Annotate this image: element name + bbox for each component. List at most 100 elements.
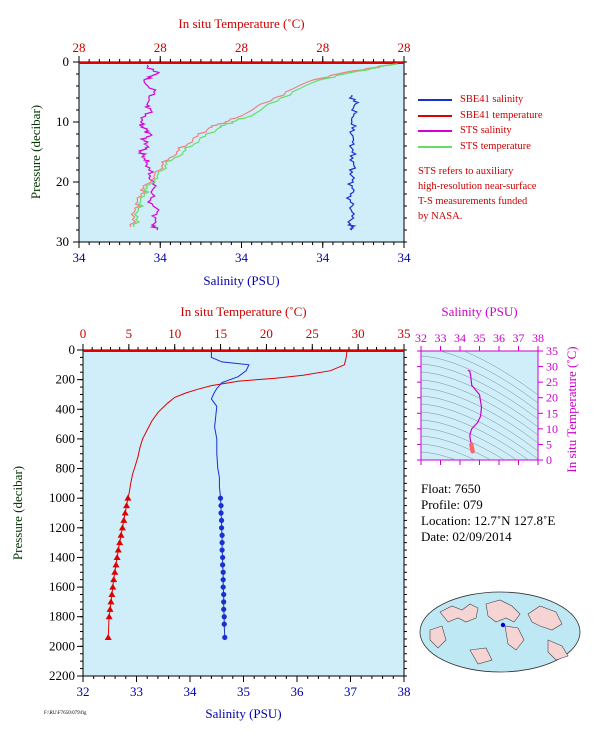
ts-y-tick-label: 15 (546, 406, 558, 420)
temperature-marker (120, 516, 128, 523)
ts-x-tick-label: 34 (454, 331, 466, 345)
salinity-marker (221, 606, 227, 612)
landmass (485, 599, 521, 623)
landmass (504, 625, 525, 651)
temperature-marker (105, 613, 113, 620)
x-bottom-tick-label: 38 (398, 684, 411, 699)
ts-line (467, 369, 483, 447)
y-tick-label: 1000 (49, 490, 75, 505)
y-tick-label: 2000 (49, 638, 75, 653)
x-top-tick-label: 28 (73, 40, 86, 55)
x-bottom-axis-label: Salinity (PSU) (203, 273, 279, 288)
temperature-marker (111, 568, 119, 575)
y-tick-label: 1400 (49, 549, 75, 564)
x-top-tick-label: 25 (306, 326, 319, 341)
x-bottom-tick-label: 34 (316, 250, 330, 265)
x-bottom-tick-label: 33 (130, 684, 143, 699)
salinity-marker (218, 525, 225, 531)
y-tick-label: 1800 (49, 609, 75, 624)
salinity-marker (220, 554, 226, 561)
temperature-marker (123, 502, 131, 509)
x-top-tick-label: 28 (235, 40, 248, 55)
world-map (419, 591, 581, 673)
plot-area-near-surface (78, 61, 405, 243)
density-contour (421, 411, 529, 460)
temperature-marker (117, 531, 125, 538)
temperature-marker (121, 509, 129, 516)
landmass (429, 625, 447, 649)
x-top-tick-label: 30 (352, 326, 365, 341)
x-bottom-tick-label: 34 (154, 250, 168, 265)
y-tick-label: 0 (69, 342, 76, 357)
x-top-tick-label: 0 (80, 326, 87, 341)
density-contour (421, 363, 538, 420)
salinity-marker (218, 510, 224, 516)
x-bottom-tick-label: 34 (235, 250, 249, 265)
x-top-tick-label: 10 (168, 326, 181, 341)
x-bottom-axis-label: Salinity (PSU) (205, 706, 281, 721)
plot-area-profile (82, 349, 405, 677)
density-contour (421, 387, 538, 444)
x-top-tick-label: 20 (260, 326, 273, 341)
ts-y-tick-label: 5 (546, 437, 552, 451)
x-bottom-tick-label: 32 (77, 684, 90, 699)
profile-number: Profile: 079 (421, 497, 483, 512)
x-bottom-tick-label: 34 (73, 250, 87, 265)
salinity-marker (220, 562, 226, 568)
ts-point (470, 449, 475, 454)
salinity-marker (219, 532, 225, 538)
y-tick-label: 20 (56, 174, 69, 189)
density-contour (439, 351, 538, 404)
x-bottom-tick-label: 36 (291, 684, 305, 699)
legend-label: STS temperature (460, 140, 531, 152)
x-bottom-tick-label: 35 (237, 684, 250, 699)
float-info: Float: 7650 Profile: 079 Location: 12.7˚… (421, 481, 555, 545)
ts-x-tick-label: 32 (415, 331, 427, 345)
temperature-marker (109, 583, 117, 590)
salinity-marker (217, 495, 224, 501)
x-top-tick-label: 15 (214, 326, 227, 341)
x-top-axis-label: In situ Temperature (˚C) (178, 16, 304, 31)
temperature-marker (110, 576, 118, 583)
legend-item: SBE41 temperature (418, 108, 543, 124)
y-tick-label: 800 (56, 461, 76, 476)
legend-item: STS salinity (418, 123, 543, 139)
date: Date: 02/09/2014 (421, 529, 512, 544)
temperature-marker (108, 591, 116, 597)
x-bottom-tick-label: 34 (184, 684, 198, 699)
temperature-marker (104, 633, 112, 640)
y-tick-label: 200 (56, 372, 76, 387)
density-contour (462, 351, 538, 396)
density-contour (421, 395, 538, 452)
salinity-marker (220, 569, 226, 575)
temperature-marker (112, 561, 120, 568)
profile-line (127, 349, 348, 499)
temperature-marker (106, 605, 114, 612)
series-line (129, 63, 398, 228)
ts-x-tick-label: 36 (493, 331, 505, 345)
y-tick-label: 1600 (49, 579, 75, 594)
x-top-tick-label: 5 (126, 326, 133, 341)
legend-item: STS temperature (418, 139, 543, 155)
legend-item: SBE41 salinity (418, 92, 543, 108)
salinity-marker (218, 502, 224, 509)
y-tick-label: 1200 (49, 520, 75, 535)
salinity-marker (218, 517, 225, 524)
temperature-marker (107, 598, 115, 605)
landmass (469, 647, 493, 665)
salinity-marker (221, 614, 227, 620)
ts-plot-area (420, 350, 539, 461)
ts-y-tick-label: 0 (546, 453, 552, 467)
landmass (439, 603, 479, 623)
density-contour (421, 419, 518, 460)
x-top-tick-label: 35 (398, 326, 411, 341)
temperature-marker (124, 494, 132, 501)
legend: SBE41 salinity SBE41 temperature STS sal… (418, 92, 543, 154)
footer-path: F:\RU\F7650\079\fig (44, 711, 87, 716)
y-tick-label: 2200 (49, 668, 75, 683)
ts-y-axis-label: In situ Temperature (˚C) (564, 346, 579, 472)
density-contour (421, 355, 538, 412)
density-contour (421, 451, 457, 460)
